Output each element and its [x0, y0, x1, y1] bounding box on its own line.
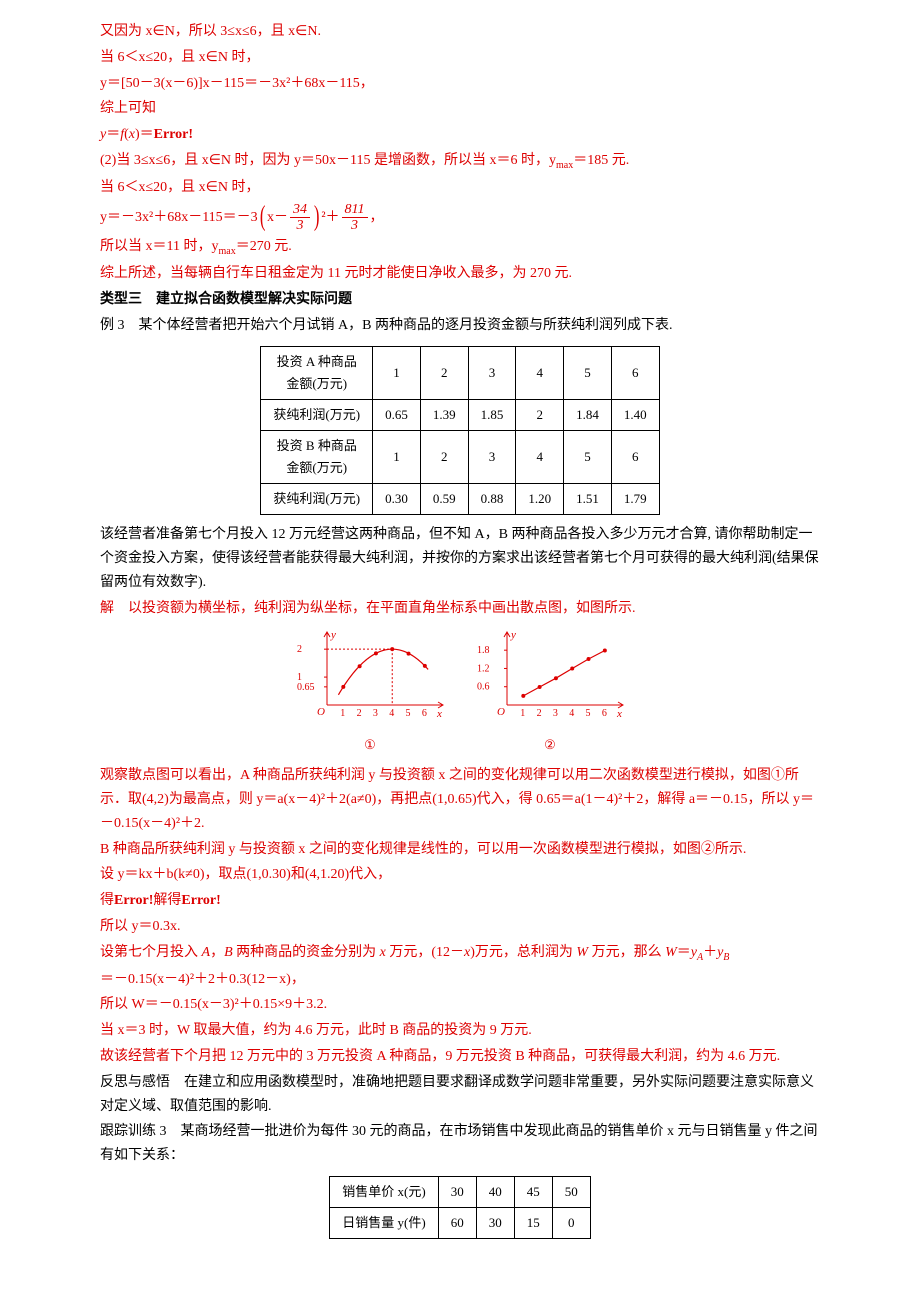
scatter-plots: xyO1234560.6512 ① xyO1234560.61.21.8 ②: [100, 628, 820, 756]
svg-text:y: y: [510, 629, 516, 641]
svg-text:0.6: 0.6: [477, 682, 490, 693]
table-cell: 5: [564, 430, 612, 483]
table-cell: 45: [514, 1176, 552, 1207]
line-2: 当 6＜x≤20，且 x∈N 时，: [100, 46, 820, 70]
example-3-prompt: 例 3 某个体经营者把开始六个月试销 A，B 两种商品的逐月投资金额与所获纯利润…: [100, 314, 820, 338]
sol-p17: 得Error!解得Error!: [100, 889, 820, 913]
table-cell: 投资 B 种商品金额(万元): [261, 430, 373, 483]
table-cell: 15: [514, 1208, 552, 1239]
svg-text:3: 3: [553, 708, 558, 719]
table-cell: 日销售量 y(件): [330, 1208, 438, 1239]
table-cell: 0.88: [468, 484, 516, 515]
svg-text:1: 1: [340, 708, 345, 719]
chart-1-label: ①: [295, 734, 445, 756]
line-4: 综上可知: [100, 97, 820, 121]
svg-text:2: 2: [297, 644, 302, 655]
sol-p20: ＝－0.15(x－4)²＋2＋0.3(12－x)，: [100, 968, 820, 992]
svg-text:4: 4: [389, 708, 394, 719]
chart-2-label: ②: [475, 734, 625, 756]
table-cell: 0: [552, 1208, 590, 1239]
svg-text:5: 5: [586, 708, 591, 719]
table-cell: 1.20: [516, 484, 564, 515]
table-cell: 1: [373, 346, 421, 399]
exercise-3: 跟踪训练 3 某商场经营一批进价为每件 30 元的商品，在市场销售中发现此商品的…: [100, 1120, 820, 1168]
svg-text:3: 3: [373, 708, 378, 719]
svg-text:1.2: 1.2: [477, 664, 490, 675]
table-cell: 获纯利润(万元): [261, 399, 373, 430]
table-cell: 60: [438, 1208, 476, 1239]
svg-text:6: 6: [602, 708, 607, 719]
line-5: y＝f(x)＝Error!: [100, 123, 820, 147]
table-cell: 0.59: [420, 484, 468, 515]
sub-max-2: max: [218, 246, 235, 257]
line-1: 又因为 x∈N，所以 3≤x≤6，且 x∈N.: [100, 20, 820, 44]
table-cell: 2: [516, 399, 564, 430]
chart-2: x y O 1 234 56 0.6 1.2 1.8: [475, 628, 625, 723]
svg-text:2: 2: [537, 708, 542, 719]
table-cell: 6: [611, 346, 659, 399]
reflection: 反思与感悟 在建立和应用函数模型时，准确地把题目要求翻译成数学问题非常重要，另外…: [100, 1071, 820, 1119]
table-cell: 1.51: [564, 484, 612, 515]
svg-text:2: 2: [357, 708, 362, 719]
line-7: 当 6＜x≤20，且 x∈N 时，: [100, 176, 820, 200]
table-cell: 0.65: [373, 399, 421, 430]
solution-intro: 解 以投资额为横坐标，纯利润为纵坐标，在平面直角坐标系中画出散点图，如图所示.: [100, 597, 820, 621]
table-cell: 30: [438, 1176, 476, 1207]
line-8: y＝－3x²＋68x－115＝－3(x－343)²＋8113，: [100, 202, 820, 234]
sol-p16: 设 y＝kx＋b(k≠0)，取点(1,0.30)和(4,1.20)代入，: [100, 863, 820, 887]
line-6: (2)当 3≤x≤6，且 x∈N 时，因为 y＝50x－115 是增函数，所以当…: [100, 149, 820, 174]
table-cell: 1.40: [611, 399, 659, 430]
table-cell: 2: [420, 430, 468, 483]
table-cell: 2: [420, 346, 468, 399]
svg-text:x: x: [616, 708, 622, 720]
line-10: 综上所述，当每辆自行车日租金定为 11 元时才能使日净收入最多，为 270 元.: [100, 262, 820, 286]
sol-p22: 当 x＝3 时，W 取最大值，约为 4.6 万元，此时 B 商品的投资为 9 万…: [100, 1019, 820, 1043]
table-2: 销售单价 x(元)30404550日销售量 y(件)6030150: [329, 1176, 590, 1239]
table-cell: 1.84: [564, 399, 612, 430]
table-cell: 1.39: [420, 399, 468, 430]
table-cell: 40: [476, 1176, 514, 1207]
svg-text:5: 5: [406, 708, 411, 719]
table-cell: 3: [468, 346, 516, 399]
svg-text:4: 4: [569, 708, 574, 719]
table-cell: 50: [552, 1176, 590, 1207]
sol-p15: B 种商品所获纯利润 y 与投资额 x 之间的变化规律是线性的，可以用一次函数模…: [100, 838, 820, 862]
line-3: y＝[50－3(x－6)]x－115＝－3x²＋68x－115，: [100, 72, 820, 96]
table-cell: 1.85: [468, 399, 516, 430]
table-cell: 30: [476, 1208, 514, 1239]
table-cell: 3: [468, 430, 516, 483]
sub-max: max: [556, 160, 573, 171]
sol-p19: 设第七个月投入 A，B 两种商品的资金分别为 x 万元，(12－x)万元，总利润…: [100, 941, 820, 966]
sol-p18: 所以 y＝0.3x.: [100, 915, 820, 939]
svg-text:O: O: [317, 706, 325, 718]
svg-text:6: 6: [422, 708, 427, 719]
sol-p14: 观察散点图可以看出，A 种商品所获纯利润 y 与投资额 x 之间的变化规律可以用…: [100, 764, 820, 835]
svg-text:O: O: [497, 706, 505, 718]
table-cell: 1: [373, 430, 421, 483]
question-text: 该经营者准备第七个月投入 12 万元经营这两种商品，但不知 A，B 两种商品各投…: [100, 523, 820, 594]
chart-1: xyO1234560.6512: [295, 628, 445, 723]
svg-text:1: 1: [520, 708, 525, 719]
table-cell: 销售单价 x(元): [330, 1176, 438, 1207]
sol-p23: 故该经营者下个月把 12 万元中的 3 万元投资 A 种商品，9 万元投资 B …: [100, 1045, 820, 1069]
svg-text:0.65: 0.65: [297, 682, 315, 693]
table-cell: 4: [516, 430, 564, 483]
table-1: 投资 A 种商品金额(万元)123456获纯利润(万元)0.651.391.85…: [260, 346, 659, 516]
svg-text:x: x: [436, 708, 442, 720]
table-cell: 1.79: [611, 484, 659, 515]
table-cell: 0.30: [373, 484, 421, 515]
svg-text:y: y: [330, 629, 336, 641]
table-cell: 5: [564, 346, 612, 399]
svg-text:1.8: 1.8: [477, 645, 490, 656]
table-cell: 6: [611, 430, 659, 483]
table-cell: 投资 A 种商品金额(万元): [261, 346, 373, 399]
svg-text:1: 1: [297, 672, 302, 683]
sol-p21: 所以 W＝－0.15(x－3)²＋0.15×9＋3.2.: [100, 993, 820, 1017]
table-cell: 4: [516, 346, 564, 399]
section-heading: 类型三 建立拟合函数模型解决实际问题: [100, 288, 820, 312]
line-9: 所以当 x＝11 时，ymax＝270 元.: [100, 235, 820, 260]
table-cell: 获纯利润(万元): [261, 484, 373, 515]
